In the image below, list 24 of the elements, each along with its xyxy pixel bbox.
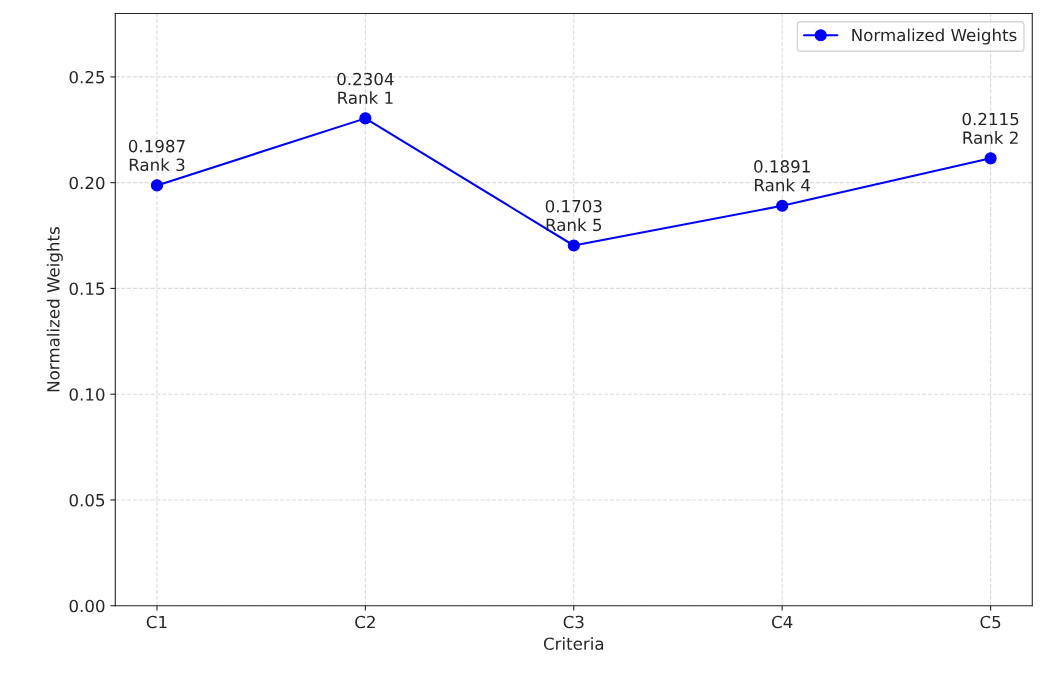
point (567, 239, 580, 252)
y-tick-label: 0.05 (69, 493, 105, 507)
data-label: 0.2115 Rank 2 (962, 112, 1019, 145)
point (359, 112, 372, 125)
y-tick-label: 0.20 (69, 176, 105, 190)
y-tick-label: 0.10 (69, 388, 105, 401)
x-tick-label: C5 (980, 615, 1001, 629)
y-tick-label: 0.15 (69, 282, 105, 295)
y-tick-label: 0.00 (69, 599, 105, 613)
x-tick-label: C2 (355, 615, 375, 629)
point (150, 179, 164, 192)
x-tick-label: C1 (146, 615, 167, 629)
data-label: 0.1987 Rank 3 (128, 139, 185, 172)
data-label: 0.1703 Rank 5 (545, 199, 602, 232)
legend-label: Normalized Weights (852, 28, 1017, 45)
x-tick-label: C3 (563, 615, 584, 629)
data-label: 0.2304 Rank 1 (337, 72, 394, 105)
y-tick-label: 0.25 (69, 70, 105, 84)
x-axis-title: Criteria (543, 637, 604, 651)
y-axis-title: Normalized Weights (46, 227, 63, 392)
point (776, 199, 789, 212)
point (984, 152, 997, 165)
data-label: 0.1891 Rank 4 (754, 160, 811, 192)
x-tick-label: C4 (772, 615, 793, 629)
